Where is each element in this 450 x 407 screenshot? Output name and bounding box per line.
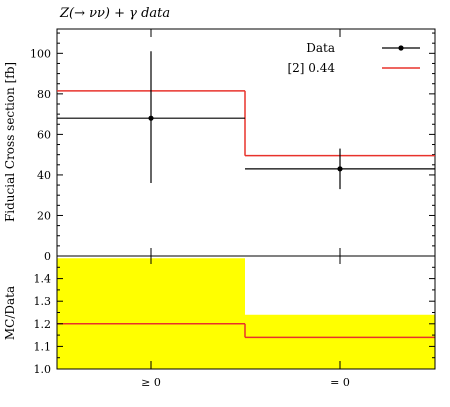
ratio-y-tick-label: 1.3 bbox=[34, 295, 52, 308]
ratio-marks bbox=[57, 323, 435, 339]
main-y-tick-label: 100 bbox=[30, 47, 51, 60]
ratio-y-tick-label: 1.2 bbox=[34, 318, 52, 331]
ratio-panel: 1.0 1.1 1.2 1.3 1.4 MC/Data bbox=[3, 255, 436, 376]
main-y-axis-label: Fiducial Cross section [fb] bbox=[3, 62, 17, 222]
main-y-tick-label: 0 bbox=[44, 250, 51, 263]
data-point bbox=[337, 166, 343, 172]
main-panel-frame bbox=[56, 28, 436, 257]
legend-label-mc: [2] 0.44 bbox=[287, 61, 335, 75]
ratio-y-tick-label: 1.4 bbox=[34, 273, 52, 286]
x-category-label: ≥ 0 bbox=[141, 376, 161, 389]
x-category-label: = 0 bbox=[330, 376, 350, 389]
ratio-y-tick-label: 1.1 bbox=[34, 340, 52, 353]
main-y-axis: 0 20 40 60 80 100 bbox=[30, 32, 435, 263]
main-panel: 0 20 40 60 80 100 Fiducial Cross section [fb] bbox=[3, 28, 436, 263]
ratio-x-ticks bbox=[150, 256, 341, 369]
chart-title: Z(→ νν) + γ data bbox=[59, 6, 170, 21]
ratio-y-axis: 1.0 1.1 1.2 1.3 1.4 bbox=[34, 266, 435, 376]
main-x-ticks bbox=[150, 29, 341, 256]
ratio-y-tick-label: 1.0 bbox=[34, 363, 52, 376]
main-y-tick-label: 40 bbox=[37, 169, 51, 182]
legend: Data [2] 0.44 bbox=[287, 41, 420, 75]
x-tick-labels: ≥ 0 = 0 bbox=[141, 376, 350, 389]
main-y-tick-label: 80 bbox=[37, 88, 51, 101]
ratio-band-bin bbox=[245, 314, 435, 369]
data-point bbox=[148, 115, 154, 121]
legend-marker-data bbox=[398, 45, 404, 51]
main-y-tick-label: 20 bbox=[37, 209, 51, 222]
legend-label-data: Data bbox=[306, 41, 335, 55]
ratio-band bbox=[57, 258, 435, 369]
main-y-tick-label: 60 bbox=[37, 128, 51, 141]
ratio-y-axis-label: MC/Data bbox=[3, 286, 17, 340]
main-plot-marks bbox=[57, 51, 435, 190]
ratio-band-bin bbox=[57, 258, 245, 369]
